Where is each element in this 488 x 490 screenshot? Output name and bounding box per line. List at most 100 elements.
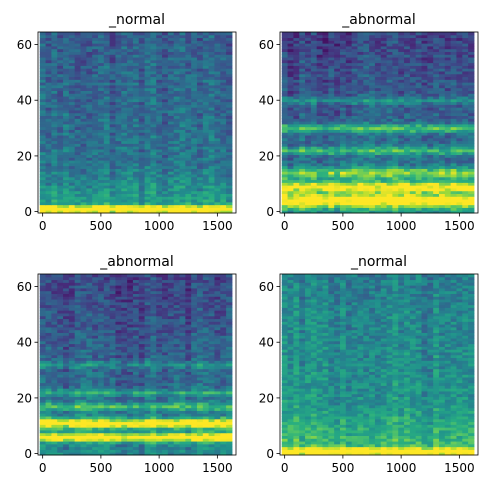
heatmap-cell bbox=[86, 404, 93, 409]
heatmap-cell bbox=[357, 115, 364, 119]
heatmap-cell bbox=[92, 84, 99, 89]
heatmap-cell bbox=[444, 90, 452, 94]
heatmap-cell bbox=[328, 182, 335, 186]
heatmap-cell bbox=[214, 421, 221, 425]
heatmap-cell bbox=[103, 421, 111, 425]
heatmap-cell bbox=[92, 185, 99, 189]
heatmap-cell bbox=[39, 427, 47, 431]
heatmap-cell bbox=[57, 96, 64, 100]
heatmap-cell bbox=[167, 187, 175, 192]
heatmap-cell bbox=[109, 171, 116, 175]
heatmap-cell bbox=[185, 101, 192, 105]
heatmap-cell bbox=[363, 182, 370, 186]
heatmap-cell bbox=[357, 160, 364, 164]
heatmap-cell bbox=[293, 154, 300, 158]
heatmap-cell bbox=[138, 404, 146, 409]
heatmap-cell bbox=[328, 32, 335, 36]
heatmap-cell bbox=[450, 143, 457, 147]
heatmap-cell bbox=[363, 210, 370, 214]
heatmap-cell bbox=[39, 162, 47, 167]
heatmap-cell bbox=[156, 449, 163, 453]
heatmap-cell bbox=[214, 132, 221, 136]
heatmap-cell bbox=[121, 98, 128, 103]
heatmap-cell bbox=[214, 118, 221, 122]
heatmap-cell bbox=[127, 204, 134, 208]
heatmap-cell bbox=[433, 96, 440, 100]
heatmap-cell bbox=[80, 160, 87, 164]
heatmap-cell bbox=[179, 112, 186, 117]
heatmap-cell bbox=[156, 54, 163, 58]
heatmap-cell bbox=[409, 51, 417, 55]
heatmap-cell bbox=[444, 179, 452, 183]
heatmap-cell bbox=[438, 48, 446, 52]
heatmap-cell bbox=[127, 34, 134, 39]
heatmap-cell bbox=[392, 65, 399, 69]
heatmap-cell bbox=[421, 107, 428, 111]
heatmap-cell bbox=[281, 109, 289, 114]
heatmap-cell bbox=[45, 70, 52, 75]
heatmap-cell bbox=[191, 98, 198, 103]
heatmap-cell bbox=[196, 45, 204, 50]
heatmap-cell bbox=[121, 65, 128, 69]
heatmap-cell bbox=[74, 210, 82, 214]
heatmap-cell bbox=[392, 32, 399, 36]
heatmap-cell bbox=[287, 179, 294, 183]
heatmap-cell bbox=[421, 126, 428, 130]
heatmap-cell bbox=[363, 84, 370, 89]
heatmap-cell bbox=[156, 59, 163, 64]
heatmap-cell bbox=[220, 452, 227, 456]
heatmap-cell bbox=[167, 165, 175, 169]
heatmap-cell bbox=[369, 57, 376, 61]
heatmap-cell bbox=[202, 185, 210, 189]
heatmap-cell bbox=[68, 402, 76, 406]
heatmap-cell bbox=[392, 118, 399, 122]
heatmap-cell bbox=[150, 399, 157, 403]
heatmap-cell bbox=[121, 165, 128, 169]
heatmap-cell bbox=[316, 171, 324, 175]
heatmap-cell bbox=[299, 182, 306, 186]
heatmap-cell bbox=[415, 109, 423, 114]
heatmap-cell bbox=[156, 32, 163, 36]
heatmap-cell bbox=[392, 135, 399, 139]
heatmap-cell bbox=[415, 48, 423, 52]
heatmap-cell bbox=[468, 34, 475, 39]
heatmap-cell bbox=[150, 176, 157, 181]
heatmap-cell bbox=[374, 154, 382, 158]
heatmap-cell bbox=[409, 65, 417, 69]
heatmap-cell bbox=[322, 185, 329, 189]
heatmap-cell bbox=[386, 135, 393, 139]
heatmap-cell bbox=[109, 34, 116, 39]
heatmap-cell bbox=[45, 396, 52, 400]
heatmap-cell bbox=[127, 109, 134, 114]
heatmap-cell bbox=[196, 129, 204, 133]
heatmap-cell bbox=[57, 196, 64, 200]
heatmap-cell bbox=[63, 427, 70, 431]
heatmap-cell bbox=[220, 207, 227, 211]
heatmap-cell bbox=[208, 148, 215, 153]
heatmap-cell bbox=[386, 76, 393, 80]
heatmap-cell bbox=[185, 76, 192, 80]
heatmap-cell bbox=[127, 168, 134, 172]
heatmap-cell bbox=[310, 121, 318, 125]
heatmap-cell bbox=[351, 112, 358, 117]
heatmap-cell bbox=[299, 59, 306, 64]
heatmap-cell bbox=[214, 399, 221, 403]
heatmap-cell bbox=[345, 179, 353, 183]
heatmap-cell bbox=[214, 65, 221, 69]
heatmap-cell bbox=[386, 182, 393, 186]
heatmap-cell bbox=[39, 118, 47, 122]
heatmap-cell bbox=[404, 90, 411, 94]
heatmap-cell bbox=[127, 449, 134, 453]
heatmap-cell bbox=[334, 126, 341, 130]
heatmap-cell bbox=[450, 160, 457, 164]
heatmap-cell bbox=[202, 452, 210, 456]
heatmap-cell bbox=[386, 112, 393, 117]
heatmap-cell bbox=[156, 129, 163, 133]
heatmap-cell bbox=[310, 129, 318, 133]
heatmap-cell bbox=[162, 115, 169, 119]
heatmap-cell bbox=[357, 84, 364, 89]
heatmap-cell bbox=[468, 76, 475, 80]
heatmap-cell bbox=[68, 176, 76, 181]
heatmap-cell bbox=[109, 399, 116, 403]
heatmap-cell bbox=[115, 435, 122, 439]
